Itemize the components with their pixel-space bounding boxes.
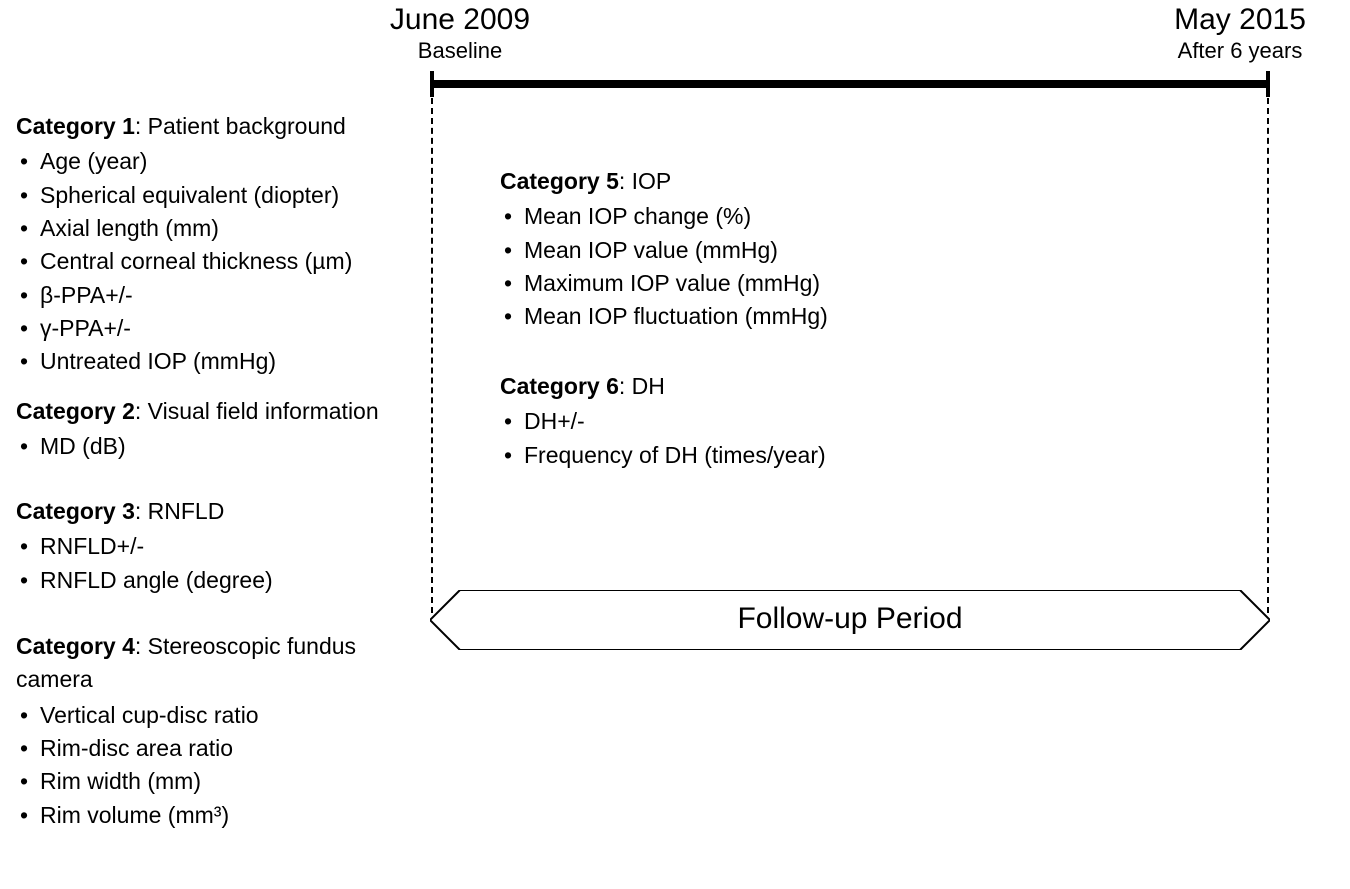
category-1-subtitle: : Patient background xyxy=(135,113,346,139)
dashed-line-left xyxy=(431,88,433,613)
timeline-end-date: May 2015 xyxy=(1150,2,1330,38)
list-item: Rim width (mm) xyxy=(20,765,416,798)
list-item: Rim-disc area ratio xyxy=(20,732,416,765)
timeline-start-date: June 2009 xyxy=(370,2,550,38)
list-item: RNFLD+/- xyxy=(20,530,416,563)
timeline-header: June 2009 Baseline May 2015 After 6 year… xyxy=(430,0,1270,100)
list-item: RNFLD angle (degree) xyxy=(20,564,416,597)
category-5-subtitle: : IOP xyxy=(619,168,671,194)
category-2-block: Category 2: Visual field information MD … xyxy=(16,395,416,464)
list-item: Spherical equivalent (diopter) xyxy=(20,179,416,212)
category-5-title: Category 5 xyxy=(500,168,619,194)
category-3-block: Category 3: RNFLD RNFLD+/- RNFLD angle (… xyxy=(16,495,416,597)
category-1-title: Category 1 xyxy=(16,113,135,139)
category-3-title: Category 3 xyxy=(16,498,135,524)
list-item: DH+/- xyxy=(504,405,1100,438)
category-6-list: DH+/- Frequency of DH (times/year) xyxy=(500,405,1100,472)
list-item: MD (dB) xyxy=(20,430,416,463)
category-6-title: Category 6 xyxy=(500,373,619,399)
category-4-list: Vertical cup-disc ratio Rim-disc area ra… xyxy=(16,699,416,832)
category-4-title: Category 4 xyxy=(16,633,135,659)
category-4-block: Category 4: Stereoscopic fundus camera V… xyxy=(16,630,416,832)
list-item: Axial length (mm) xyxy=(20,212,416,245)
followup-label: Follow-up Period xyxy=(430,602,1270,636)
category-1-list: Age (year) Spherical equivalent (diopter… xyxy=(16,145,416,378)
list-item: Mean IOP value (mmHg) xyxy=(504,234,1100,267)
list-item: Untreated IOP (mmHg) xyxy=(20,345,416,378)
list-item: β-PPA+/- xyxy=(20,279,416,312)
timeline-bar xyxy=(430,80,1270,88)
list-item: Central corneal thickness (µm) xyxy=(20,245,416,278)
category-6-subtitle: : DH xyxy=(619,373,665,399)
followup-banner: Follow-up Period xyxy=(430,590,1270,650)
category-2-list: MD (dB) xyxy=(16,430,416,463)
timeline-start-label: June 2009 Baseline xyxy=(370,2,550,64)
list-item: Mean IOP change (%) xyxy=(504,200,1100,233)
list-item: Rim volume (mm³) xyxy=(20,799,416,832)
category-1-block: Category 1: Patient background Age (year… xyxy=(16,110,416,379)
category-5-block: Category 5: IOP Mean IOP change (%) Mean… xyxy=(500,165,1100,334)
timeline-end-label: May 2015 After 6 years xyxy=(1150,2,1330,64)
timeline-start-sub: Baseline xyxy=(370,38,550,64)
list-item: γ-PPA+/- xyxy=(20,312,416,345)
list-item: Frequency of DH (times/year) xyxy=(504,439,1100,472)
timeline-end-sub: After 6 years xyxy=(1150,38,1330,64)
category-2-subtitle: : Visual field information xyxy=(135,398,379,424)
category-2-title: Category 2 xyxy=(16,398,135,424)
category-3-list: RNFLD+/- RNFLD angle (degree) xyxy=(16,530,416,597)
list-item: Maximum IOP value (mmHg) xyxy=(504,267,1100,300)
list-item: Age (year) xyxy=(20,145,416,178)
category-6-block: Category 6: DH DH+/- Frequency of DH (ti… xyxy=(500,370,1100,472)
list-item: Mean IOP fluctuation (mmHg) xyxy=(504,300,1100,333)
dashed-line-right xyxy=(1267,88,1269,613)
category-5-list: Mean IOP change (%) Mean IOP value (mmHg… xyxy=(500,200,1100,333)
category-3-subtitle: : RNFLD xyxy=(135,498,224,524)
list-item: Vertical cup-disc ratio xyxy=(20,699,416,732)
